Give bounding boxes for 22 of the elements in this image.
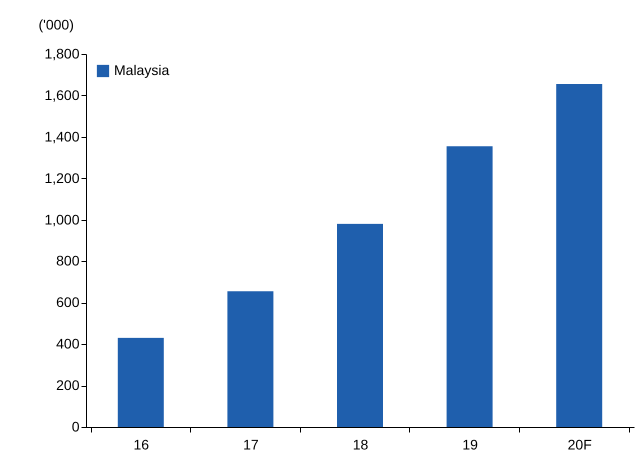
y-tick-label: 0 <box>72 418 80 434</box>
y-tick-label: 1,600 <box>44 86 80 103</box>
bar <box>118 338 164 427</box>
x-tick-label: 18 <box>352 436 368 452</box>
x-tick-label: 20F <box>568 436 592 452</box>
bar <box>446 146 493 427</box>
y-tick-label: 1,800 <box>44 46 80 62</box>
legend-label: Malaysia <box>114 62 170 78</box>
x-tick-label: 17 <box>243 436 259 452</box>
y-tick-label: 1,200 <box>44 170 80 186</box>
bar <box>337 224 383 427</box>
x-tick-label: 16 <box>134 436 150 452</box>
y-tick-label: 1,000 <box>44 211 80 228</box>
bar <box>227 291 274 427</box>
y-tick-label: 400 <box>56 336 80 352</box>
x-tick-label: 19 <box>462 436 478 452</box>
y-tick-label: 800 <box>56 252 80 269</box>
y-axis-title: ('000) <box>38 16 74 32</box>
y-tick-label: 600 <box>56 294 80 310</box>
y-tick-label: 200 <box>56 377 80 394</box>
bar <box>556 84 602 427</box>
y-tick-label: 1,400 <box>44 128 80 144</box>
